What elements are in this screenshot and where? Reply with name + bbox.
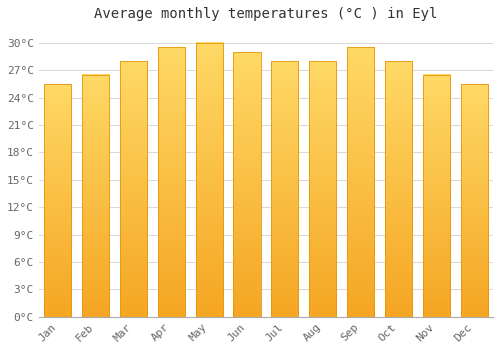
Bar xyxy=(347,47,374,317)
Bar xyxy=(196,43,223,317)
Bar xyxy=(158,47,185,317)
Bar xyxy=(460,84,488,317)
Bar xyxy=(82,75,109,317)
Bar xyxy=(234,52,260,317)
Bar xyxy=(120,61,147,317)
Title: Average monthly temperatures (°C ) in Eyl: Average monthly temperatures (°C ) in Ey… xyxy=(94,7,438,21)
Bar xyxy=(271,61,298,317)
Bar xyxy=(385,61,412,317)
Bar xyxy=(44,84,72,317)
Bar xyxy=(309,61,336,317)
Bar xyxy=(422,75,450,317)
